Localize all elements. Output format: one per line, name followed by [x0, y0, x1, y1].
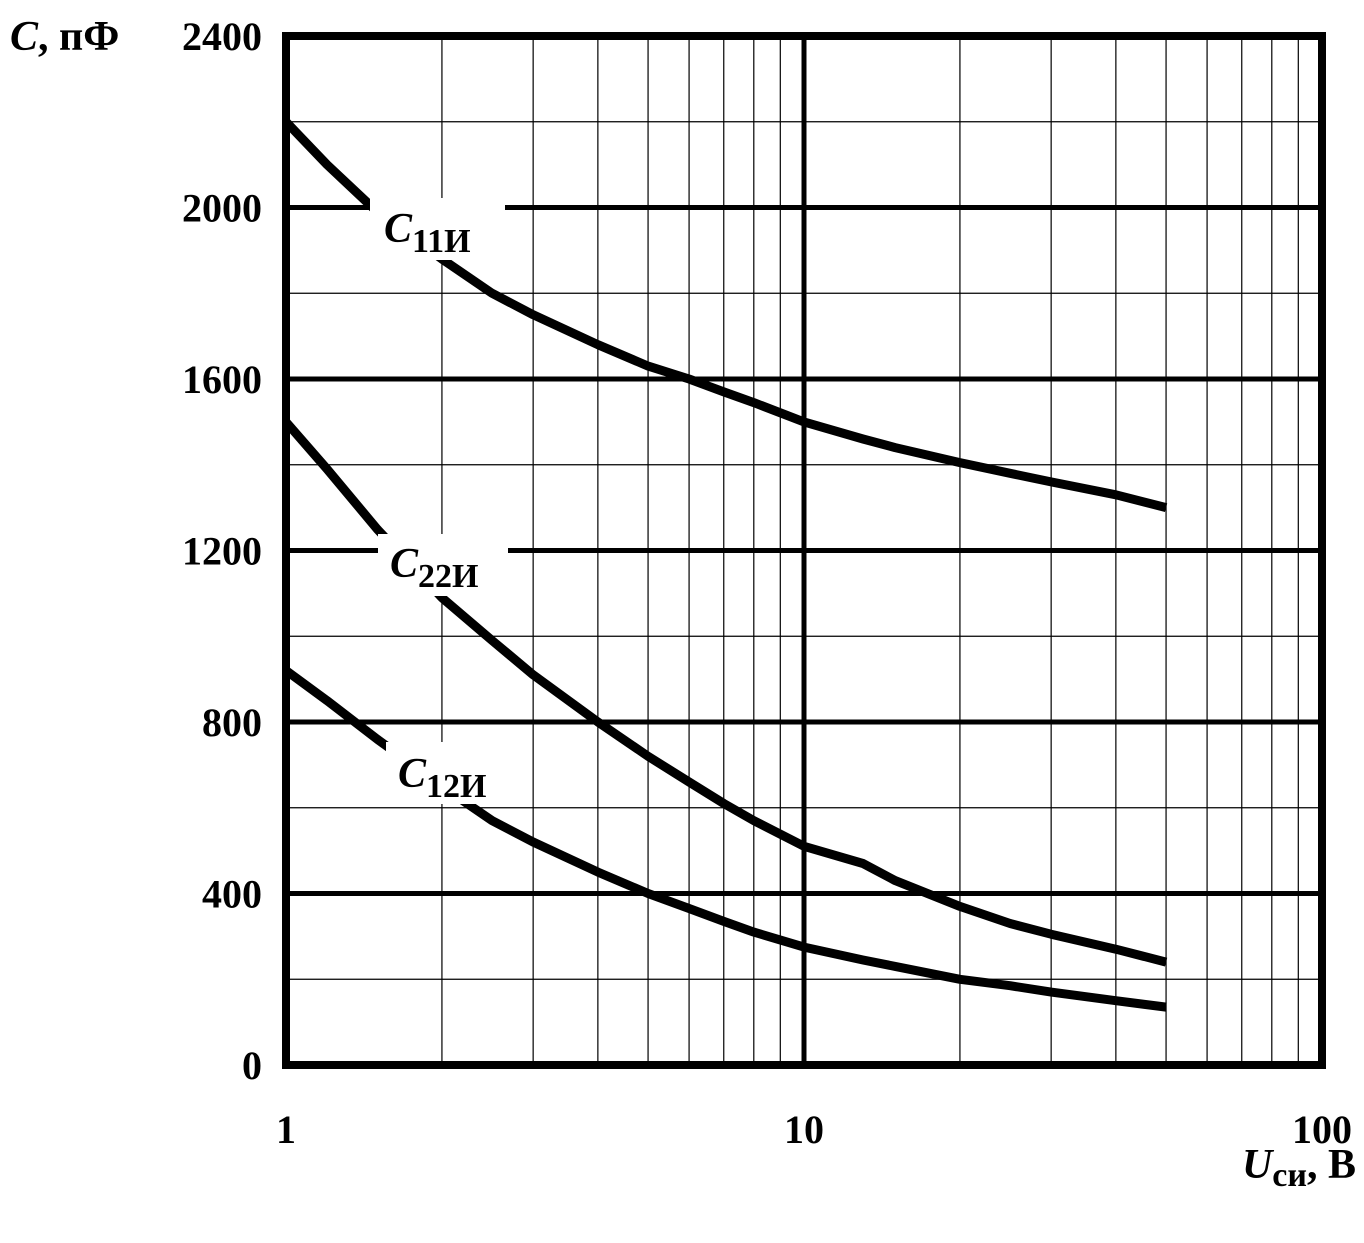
y-tick-label: 0 — [242, 1043, 262, 1088]
series-label-subscript: 11И — [412, 223, 471, 260]
series-label-22И: C22И — [390, 541, 478, 595]
y-axis-unit: , пФ — [38, 14, 119, 60]
y-tick-label: 2000 — [182, 186, 262, 231]
series-label-11И: C11И — [384, 206, 471, 260]
y-tick-label: 400 — [202, 872, 262, 917]
y-tick-label: 1600 — [182, 357, 262, 402]
y-axis-label: C, пФ — [10, 14, 119, 60]
series-label-backing — [386, 742, 512, 804]
series-label-12И: C12И — [398, 751, 486, 805]
x-axis-unit: , В — [1307, 1142, 1356, 1188]
x-tick-labels: 1 10 100 — [276, 1107, 1352, 1152]
series-label-symbol: C — [398, 751, 427, 797]
y-axis-symbol: C — [10, 14, 39, 60]
series-label-backing — [370, 198, 505, 260]
x-tick-label: 10 — [784, 1107, 824, 1152]
x-tick-label: 1 — [276, 1107, 296, 1152]
x-axis-subscript: си — [1272, 1157, 1307, 1194]
plot-frame — [282, 32, 1326, 1069]
series-label-symbol: C — [390, 541, 419, 587]
x-tick-label: 100 — [1292, 1107, 1352, 1152]
series-label-subscript: 22И — [418, 558, 478, 595]
series-label-backing — [378, 534, 508, 596]
x-axis-symbol: U — [1242, 1142, 1275, 1188]
series-line-11И — [282, 118, 1168, 512]
y-tick-labels: 0 400 800 1200 1600 2000 2400 — [182, 14, 262, 1088]
x-axis-label: Uси, В — [1242, 1142, 1356, 1194]
y-tick-label: 2400 — [182, 14, 262, 59]
series-label-subscript: 12И — [426, 768, 486, 805]
y-tick-label: 1200 — [182, 529, 262, 574]
series-label-symbol: C — [384, 206, 413, 252]
series-line-22И — [282, 418, 1168, 967]
y-tick-label: 800 — [202, 700, 262, 745]
